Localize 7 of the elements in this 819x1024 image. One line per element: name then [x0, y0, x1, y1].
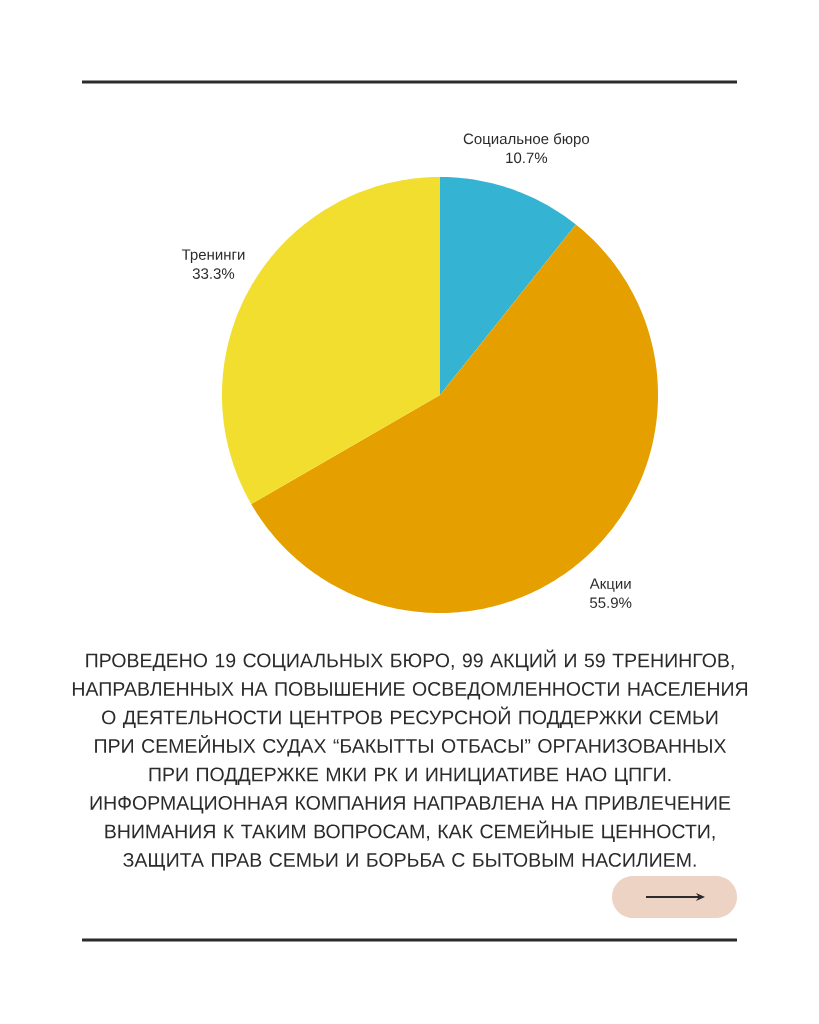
slice-label: Тренинги	[181, 249, 245, 263]
text: ПРОВЕДЕНО 19 СОЦИАЛЬНЫХ БЮРО, 99 АКЦИЙ И 59 ТРЕНИНГОВ, НАПРАВЛЕННЫХ НА ПОВЫШЕНИЕ ОСВЕДОМЛЕННОСТИ НАСЕЛЕНИЯ О ДЕЯТЕЛЬНОСТИ ЦЕНТРОВ РЕСУРСНОЙ ПОДДЕРЖКИ СЕМЬИ ПРИ СЕМЕЙНЫХ СУДАХ “БАКЫТТЫ ОТБАСЫ” ОРГАНИЗОВАННЫХ ПРИ ПОДДЕРЖКЕ МКИ РК И ИНИЦИАТИВЕ НАО ЦПГИ. ИНФОРМАЦИОННАЯ КОМПАНИЯ НАПРАВЛЕНА НА ПРИВЛЕЧЕНИЕ ВНИМАНИЯ К ТАКИМ ВОПРОСАМ, КАК СЕМЕЙНЫЕ ЦЕННОСТИ, ЗАЩИТА ПРАВ СЕМЬИ И БОРЬБА С БЫТОВЫМ НАСИЛИЕМ.	[72, 649, 748, 871]
slice-label: Социальное бюро	[463, 132, 590, 148]
data-label: 33.3%	[192, 268, 235, 279]
data-label: 10.7%	[506, 152, 548, 164]
data-label: 55.9%	[589, 597, 632, 608]
slice-label: Акции	[589, 578, 631, 592]
